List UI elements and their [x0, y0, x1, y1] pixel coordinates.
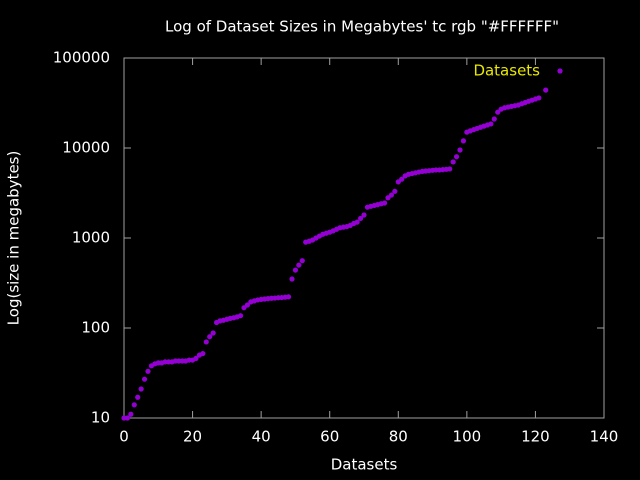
data-point — [210, 330, 216, 336]
x-tick-label: 120 — [521, 428, 550, 446]
data-point — [536, 95, 542, 101]
y-tick-label: 100 — [81, 319, 110, 337]
x-axis-label: Datasets — [331, 456, 398, 474]
data-point — [354, 219, 360, 225]
x-tick-label: 0 — [119, 428, 129, 446]
x-tick-label: 20 — [183, 428, 202, 446]
data-point — [450, 159, 456, 165]
chart-title: Log of Dataset Sizes in Megabytes' tc rg… — [165, 18, 559, 36]
data-point — [453, 154, 460, 160]
data-point — [495, 109, 501, 115]
data-point — [296, 262, 302, 268]
x-tick-label: 60 — [320, 428, 339, 446]
data-point — [392, 188, 398, 194]
y-tick-label: 10 — [91, 409, 110, 427]
data-point — [460, 138, 467, 144]
y-tick-label: 1000 — [72, 229, 110, 247]
data-point — [244, 302, 251, 308]
data-point — [457, 147, 463, 153]
data-point — [399, 176, 405, 182]
data-point — [388, 192, 395, 198]
data-point — [543, 87, 549, 93]
data-point — [141, 376, 148, 382]
data-point — [124, 415, 131, 421]
data-point — [207, 334, 213, 340]
data-point — [145, 368, 151, 374]
data-point — [447, 166, 453, 172]
data-point — [292, 267, 299, 273]
legend-marker — [557, 68, 563, 74]
y-axis-label: Log(size in megabytes) — [5, 151, 23, 326]
y-tick-label: 10000 — [62, 139, 110, 157]
data-point — [289, 276, 295, 282]
x-tick-label: 40 — [252, 428, 271, 446]
data-point — [381, 200, 388, 206]
data-point — [131, 402, 137, 408]
data-point — [128, 411, 134, 417]
data-point — [488, 121, 494, 127]
y-tick-label: 100000 — [53, 49, 110, 67]
data-point — [237, 313, 244, 319]
x-tick-label: 140 — [590, 428, 619, 446]
data-point — [135, 394, 141, 400]
data-point — [299, 258, 305, 264]
data-point — [491, 116, 497, 122]
data-point — [361, 212, 367, 218]
data-point — [203, 339, 209, 345]
x-tick-label: 80 — [389, 428, 408, 446]
legend-label: Datasets — [473, 62, 540, 80]
data-point — [193, 355, 199, 361]
data-point — [200, 350, 206, 357]
data-point — [138, 386, 144, 392]
data-point — [357, 215, 364, 222]
x-tick-label: 100 — [453, 428, 482, 446]
data-point — [285, 294, 292, 300]
